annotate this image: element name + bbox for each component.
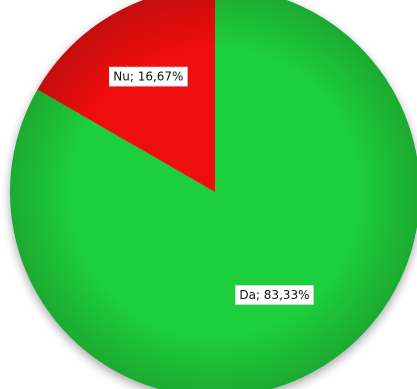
pie-slices bbox=[9, 0, 417, 389]
pie-data-labels: Da; 83,33% Nu; 16,67% bbox=[108, 66, 314, 305]
data-label-box-da bbox=[235, 285, 314, 305]
pie-shading bbox=[10, 0, 417, 389]
data-label-box-nu bbox=[108, 66, 188, 87]
data-label-da: Da; 83,33% bbox=[235, 285, 314, 305]
data-label-text-da: Da; 83,33% bbox=[239, 288, 309, 302]
data-label-nu: Nu; 16,67% bbox=[108, 66, 188, 87]
data-label-text-nu: Nu; 16,67% bbox=[113, 70, 183, 84]
